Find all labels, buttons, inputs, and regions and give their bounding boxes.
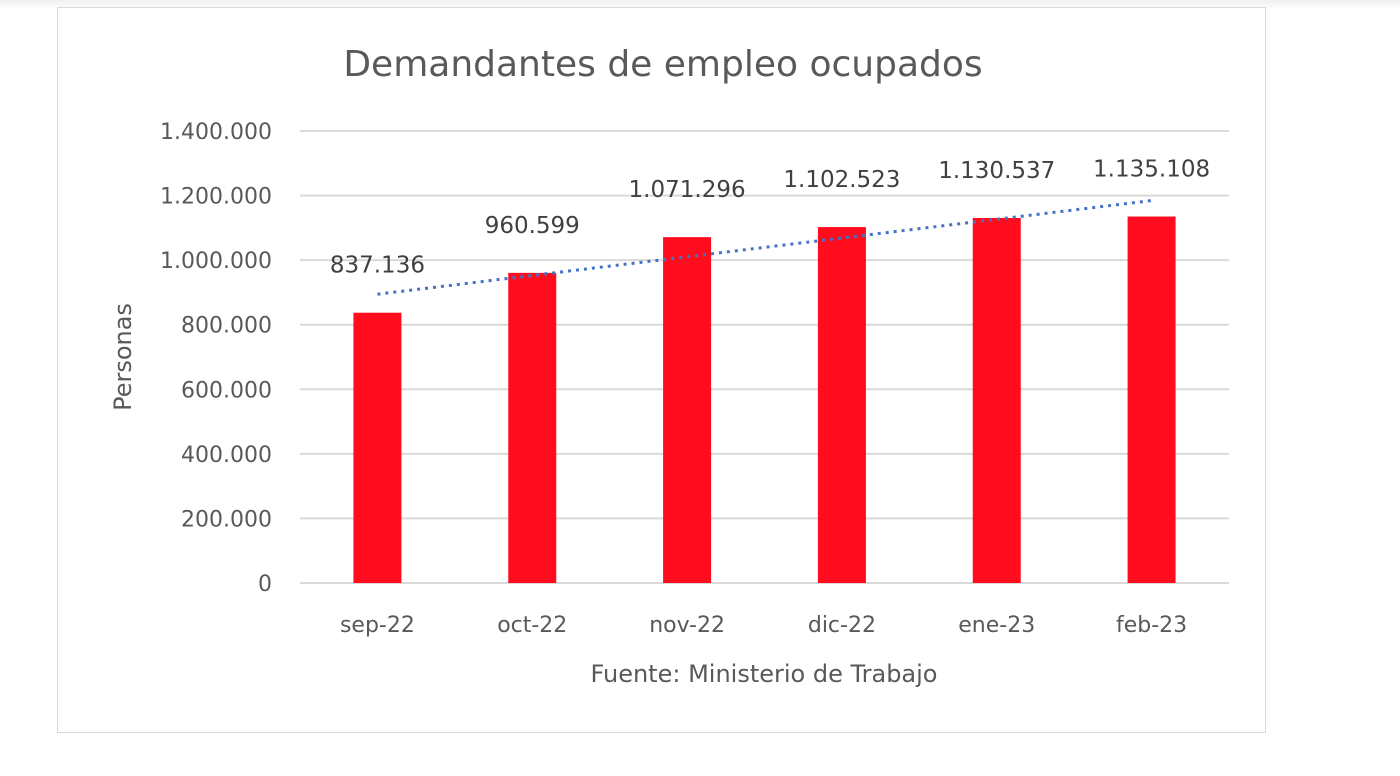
x-tick-label: ene-23 xyxy=(958,613,1035,638)
x-tick-label: oct-22 xyxy=(497,613,567,638)
data-label: 1.130.537 xyxy=(938,158,1055,184)
bars xyxy=(353,216,1176,583)
y-tick-labels: 0 200.000 400.000 600.000 800.000 1.000.000 1.… xyxy=(160,120,272,597)
x-tick-labels: sep-22 oct-22 nov-22 dic-22 ene-23 feb-23 xyxy=(340,613,1187,638)
y-tick-label: 1.200.000 xyxy=(160,185,272,210)
x-tick-label: nov-22 xyxy=(649,613,725,638)
x-tick-label: feb-23 xyxy=(1116,613,1187,638)
bar xyxy=(663,237,712,583)
y-tick-label: 0 xyxy=(258,572,272,597)
bar xyxy=(508,272,557,583)
x-tick-label: sep-22 xyxy=(340,613,415,638)
bar xyxy=(817,227,866,583)
x-tick-label: dic-22 xyxy=(808,613,876,638)
y-tick-label: 1.000.000 xyxy=(160,249,272,274)
chart-title: Demandantes de empleo ocupados xyxy=(343,44,982,85)
bar xyxy=(972,217,1021,583)
y-tick-label: 800.000 xyxy=(181,314,272,339)
bar xyxy=(1127,216,1176,583)
data-labels: 837.136 960.599 1.071.296 1.102.523 1.130.53… xyxy=(330,157,1210,279)
gridlines xyxy=(300,130,1229,584)
top-shade xyxy=(0,0,1400,10)
y-tick-label: 1.400.000 xyxy=(160,120,272,145)
trendline xyxy=(377,199,1152,296)
data-label: 960.599 xyxy=(485,213,580,239)
y-tick-label: 200.000 xyxy=(181,507,272,532)
chart-frame xyxy=(57,7,1266,733)
data-label: 837.136 xyxy=(330,253,425,279)
bar xyxy=(353,312,402,583)
data-label: 1.071.296 xyxy=(629,177,746,203)
y-axis-label: Personas xyxy=(109,303,137,411)
data-label: 1.135.108 xyxy=(1093,157,1210,183)
data-label: 1.102.523 xyxy=(783,167,900,193)
y-tick-label: 600.000 xyxy=(181,378,272,403)
x-axis-label: Fuente: Ministerio de Trabajo xyxy=(591,660,938,688)
y-tick-label: 400.000 xyxy=(181,443,272,468)
